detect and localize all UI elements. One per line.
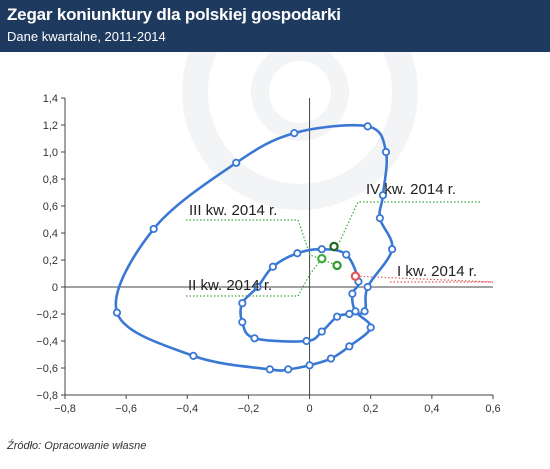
annotation-leader-line (333, 201, 480, 247)
y-tick-label: 1,2 (43, 120, 58, 132)
data-point (253, 282, 262, 292)
data-point (268, 262, 277, 271)
x-tick-label: −0,8 (54, 403, 76, 415)
data-point (348, 289, 357, 298)
highlight-point (329, 241, 339, 252)
highlight-point (350, 271, 361, 281)
data-point (366, 323, 375, 332)
data-point (112, 308, 122, 317)
data-point (345, 342, 354, 351)
x-tick-label: −0,6 (115, 403, 137, 415)
markers-group (112, 122, 397, 374)
source-note: Źródło: Opracowanie własne (7, 440, 147, 452)
y-tick-label: −0,4 (36, 336, 58, 348)
y-tick-label: −0,6 (36, 363, 58, 375)
data-point (363, 122, 372, 131)
header: Zegar koniunktury dla polskiej gospodark… (0, 0, 550, 52)
annotation-leader-line (186, 258, 323, 297)
data-point (317, 245, 326, 254)
data-point (302, 336, 311, 346)
highlight-point (317, 253, 327, 264)
data-point (317, 327, 326, 336)
x-tick-label: 0,4 (424, 403, 439, 415)
y-tick-label: 0,4 (43, 228, 58, 240)
data-point (238, 299, 247, 308)
tick-labels: −0,8 −0,6 −0,4 −0,2 0 0,2 0,4 0,6 −0,8 −0,6 −0,4 −0… (36, 93, 500, 415)
annotation-leader-line (186, 219, 338, 266)
x-tick-label: 0,6 (485, 403, 500, 415)
business-cycle-clock-chart: −0,8 −0,6 −0,4 −0,2 0 0,2 0,4 0,6 −0,8 −0,6 −0,4 −0… (36, 52, 501, 415)
data-point (360, 307, 369, 316)
watermark-arc (251, 52, 349, 141)
data-point (378, 191, 388, 200)
y-tick-label: −0,8 (36, 390, 58, 402)
y-tick-label: 1,0 (43, 147, 58, 159)
x-tick-label: 0,2 (363, 403, 378, 415)
data-point (351, 307, 360, 316)
data-point (363, 282, 372, 292)
y-tick-label: 0 (52, 282, 58, 294)
data-point (284, 365, 293, 374)
data-point (305, 361, 314, 370)
data-point (381, 147, 391, 157)
annotation-label: IV kw. 2014 r. (366, 181, 456, 198)
data-point (342, 250, 351, 259)
data-point (326, 354, 336, 363)
watermark-logo (182, 52, 418, 210)
data-point (149, 224, 158, 234)
highlight-markers (317, 241, 361, 281)
annotation-leader-line (355, 275, 494, 283)
x-tick-label: −0,4 (176, 403, 198, 415)
data-point (250, 334, 259, 343)
annotation-label: III kw. 2014 r. (189, 202, 277, 219)
data-point (290, 129, 299, 138)
y-tick-label: 0,6 (43, 201, 58, 213)
data-point (332, 312, 342, 321)
annotation-label: I kw. 2014 r. (397, 263, 477, 280)
data-point (189, 351, 198, 360)
data-point (388, 245, 397, 254)
y-tick-label: −0,2 (36, 309, 58, 321)
chart-title: Zegar koniunktury dla polskiej gospodark… (7, 5, 341, 24)
data-point (232, 158, 241, 167)
highlight-point (332, 260, 342, 271)
data-point (375, 214, 384, 223)
y-tick-label: 0,8 (43, 174, 58, 186)
annotation-label: II kw. 2014 r. (188, 277, 272, 294)
watermark-arc (182, 52, 418, 210)
axes (64, 98, 493, 396)
series-line (114, 123, 394, 372)
x-tick-label: −0,2 (238, 403, 260, 415)
data-point (238, 317, 247, 327)
y-tick-label: 1,4 (43, 93, 58, 105)
x-tick-label: 0 (307, 403, 313, 415)
chart-subtitle: Dane kwartalne, 2011-2014 (7, 29, 166, 44)
data-point (265, 365, 274, 374)
data-point (293, 249, 302, 258)
y-tick-label: 0,2 (43, 255, 58, 267)
series-group (114, 123, 394, 372)
annotation-labels: I kw. 2014 r. II kw. 2014 r. III kw. 2014 … (188, 181, 477, 294)
